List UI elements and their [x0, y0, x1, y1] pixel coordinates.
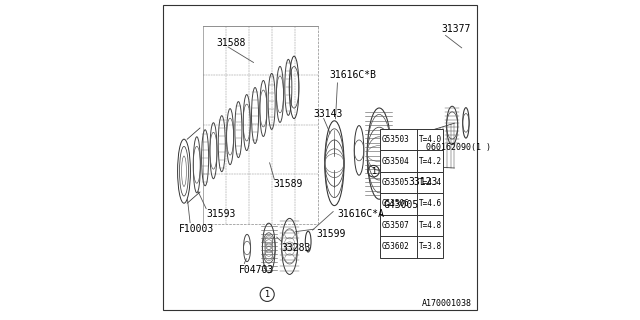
Text: F04703: F04703: [239, 265, 274, 276]
Text: 31616C*B: 31616C*B: [329, 70, 376, 80]
Text: 060162090(1 ): 060162090(1 ): [426, 143, 492, 152]
Text: T=3.8: T=3.8: [419, 242, 442, 252]
Text: F10003: F10003: [179, 224, 214, 234]
Text: 31377: 31377: [442, 24, 471, 34]
Text: 1: 1: [264, 290, 270, 299]
Bar: [380, 193, 443, 215]
Text: 31593: 31593: [206, 209, 236, 220]
Text: T=4.4: T=4.4: [419, 178, 442, 187]
Text: T=4.0: T=4.0: [419, 135, 442, 144]
Text: 33283: 33283: [282, 243, 311, 253]
Text: A170001038: A170001038: [421, 300, 472, 308]
Bar: [380, 172, 443, 193]
Text: 31588: 31588: [216, 38, 245, 48]
Text: T=4.8: T=4.8: [419, 221, 442, 230]
Text: 31589: 31589: [274, 179, 303, 189]
Text: G53507: G53507: [381, 221, 409, 230]
Text: 33123: 33123: [408, 177, 437, 188]
Text: G43005: G43005: [384, 200, 419, 210]
Text: G53506: G53506: [381, 199, 409, 209]
Text: T=4.2: T=4.2: [419, 156, 442, 166]
Text: T=4.6: T=4.6: [419, 199, 442, 209]
Text: 31599: 31599: [317, 228, 346, 239]
Text: 31616C*A: 31616C*A: [338, 209, 385, 220]
Bar: [380, 150, 443, 172]
Text: G53505: G53505: [381, 178, 409, 187]
Bar: [380, 236, 443, 258]
Text: G53504: G53504: [381, 156, 409, 166]
Bar: [380, 129, 443, 150]
Text: 33143: 33143: [313, 108, 342, 119]
Text: G53503: G53503: [381, 135, 409, 144]
Text: 1: 1: [371, 167, 376, 176]
Bar: [380, 215, 443, 236]
Text: G53602: G53602: [381, 242, 409, 252]
